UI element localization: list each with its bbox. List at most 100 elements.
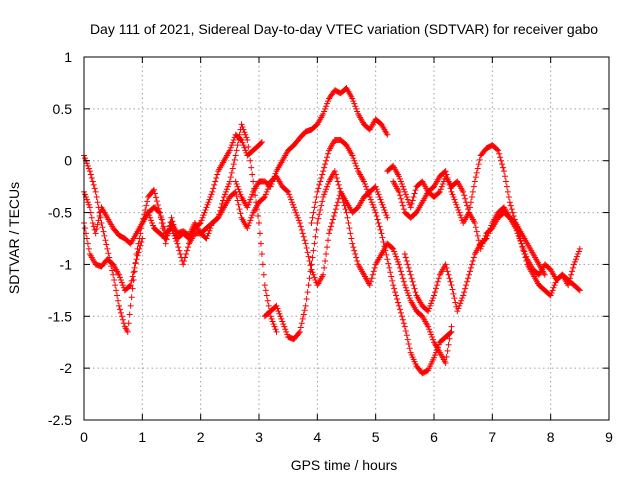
data-point xyxy=(210,185,217,192)
data-point xyxy=(430,295,437,302)
data-point xyxy=(247,217,254,224)
data-point xyxy=(335,181,342,188)
data-point xyxy=(576,287,583,294)
data-point xyxy=(352,251,359,258)
data-point xyxy=(473,169,480,176)
data-point xyxy=(299,230,306,237)
data-point xyxy=(455,305,462,312)
data-point xyxy=(135,249,142,256)
data-point xyxy=(437,186,444,193)
data-point xyxy=(479,240,486,247)
data-point xyxy=(173,238,180,245)
data-point xyxy=(374,188,381,195)
data-point xyxy=(294,214,301,221)
data-point xyxy=(99,224,106,231)
data-point xyxy=(269,178,276,185)
data-point xyxy=(310,209,317,216)
data-point xyxy=(175,244,182,251)
data-point xyxy=(116,274,123,281)
data-point xyxy=(340,199,347,206)
data-point xyxy=(300,311,307,318)
data-point xyxy=(567,275,574,282)
data-point xyxy=(353,162,360,169)
data-point xyxy=(156,209,163,216)
data-point xyxy=(252,192,259,199)
data-point xyxy=(221,191,228,198)
data-point xyxy=(100,228,107,235)
data-point xyxy=(228,169,235,176)
y-tick-label: 0.5 xyxy=(53,101,73,117)
data-point xyxy=(271,323,278,330)
data-point xyxy=(431,289,438,296)
data-point xyxy=(372,183,379,190)
data-point xyxy=(462,195,469,202)
data-point xyxy=(138,238,145,245)
data-point xyxy=(274,305,281,312)
data-point xyxy=(89,219,96,226)
data-point xyxy=(394,296,401,302)
data-point xyxy=(260,271,267,278)
data-point xyxy=(326,230,332,237)
data-point xyxy=(239,124,246,131)
data-point xyxy=(127,302,134,309)
data-point xyxy=(474,232,481,239)
data-point xyxy=(568,271,575,278)
data-point xyxy=(322,257,329,264)
data-point xyxy=(447,278,454,285)
data-point xyxy=(241,129,248,136)
data-point xyxy=(452,299,459,306)
y-tick-label: -2 xyxy=(60,360,73,376)
data-point xyxy=(177,251,184,258)
data-point xyxy=(429,297,436,304)
data-point xyxy=(309,254,316,261)
data-point xyxy=(468,261,475,268)
data-point xyxy=(88,175,95,181)
data-point xyxy=(331,209,338,216)
data-point xyxy=(391,248,398,255)
data-point xyxy=(229,139,236,146)
y-tick-label: -1 xyxy=(60,256,73,272)
data-point xyxy=(396,302,402,309)
data-point xyxy=(124,328,131,335)
data-point xyxy=(306,275,313,282)
data-point xyxy=(444,347,451,354)
data-point xyxy=(398,199,405,206)
data-point xyxy=(93,225,100,232)
data-point xyxy=(389,245,396,252)
data-point xyxy=(442,261,449,268)
satellite-track-5 xyxy=(232,85,391,211)
data-point xyxy=(428,331,435,338)
y-tick-labels: -2.5 -2 -1.5 -1 -0.5 0 0.5 1 xyxy=(48,49,72,428)
data-point xyxy=(353,254,360,261)
data-point xyxy=(306,257,313,264)
data-point xyxy=(130,269,137,276)
data-point xyxy=(321,108,328,115)
data-point xyxy=(243,134,250,141)
data-point xyxy=(521,248,528,255)
data-point xyxy=(397,195,404,202)
data-point xyxy=(459,295,466,302)
data-point xyxy=(396,173,402,180)
data-point xyxy=(448,282,455,289)
data-point xyxy=(303,296,310,302)
data-point xyxy=(508,206,515,213)
data-point xyxy=(244,204,251,211)
data-point xyxy=(196,220,203,227)
data-point xyxy=(465,275,472,282)
data-point xyxy=(246,199,253,206)
data-point xyxy=(402,191,409,198)
data-point xyxy=(351,100,358,107)
data-point xyxy=(449,191,456,198)
data-point xyxy=(205,230,212,237)
data-point xyxy=(470,183,477,190)
data-point xyxy=(435,275,442,282)
data-point xyxy=(471,219,478,226)
data-point xyxy=(268,315,275,322)
data-point xyxy=(323,251,330,258)
data-point xyxy=(363,186,370,193)
data-point xyxy=(174,240,181,247)
data-point xyxy=(366,194,373,201)
data-point xyxy=(384,131,391,138)
data-point xyxy=(285,188,292,195)
data-point xyxy=(269,318,276,325)
